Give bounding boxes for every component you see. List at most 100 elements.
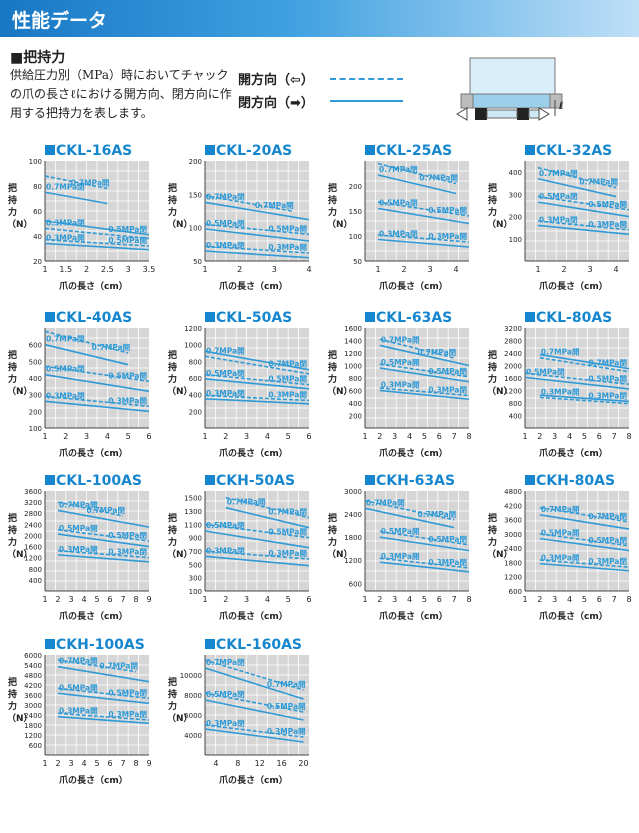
x-tick-label: 3 bbox=[552, 432, 557, 441]
series-line bbox=[379, 536, 470, 552]
x-tick-label: 1 bbox=[375, 265, 380, 274]
series-line bbox=[57, 659, 137, 673]
series-line bbox=[44, 191, 108, 205]
series-line bbox=[44, 365, 150, 383]
series-label: 0.7MPa閉 bbox=[268, 508, 307, 517]
series-line bbox=[44, 330, 129, 354]
x-tick-label: 2 bbox=[223, 595, 228, 604]
y-tick-label: 20 bbox=[33, 258, 42, 266]
header-bar: 性能データ bbox=[0, 0, 639, 37]
series-label: 0.5MPa閉 bbox=[588, 536, 627, 545]
series-line bbox=[44, 343, 129, 366]
chart-svg: 4 8 12 16 20 4000 6000 8000 10000 0.7MPa開 0.7MPa閉 0… bbox=[180, 655, 309, 768]
chart-svg: 1 2 3 4 5 6 7 8 9 400 800 1200 1600 2000 2400 2800 3200 3… bbox=[24, 488, 151, 604]
y-tick-label: 5400 bbox=[24, 662, 42, 670]
x-tick-label: 8 bbox=[466, 595, 471, 604]
series-label: 0.5MPa閉 bbox=[206, 690, 245, 699]
y-tick-label: 200 bbox=[189, 408, 202, 416]
x-tick-label: 8 bbox=[466, 432, 471, 441]
y-tick-label: 1600 bbox=[24, 544, 42, 552]
y-tick-label: 50 bbox=[353, 258, 362, 266]
y-tick-label: 400 bbox=[29, 375, 42, 383]
series-line bbox=[204, 378, 310, 390]
x-axis-label: 爪の長さ（cm） bbox=[539, 449, 608, 459]
x-tick-label: 5 bbox=[422, 432, 427, 441]
chart-title: CKL-20AS bbox=[205, 143, 292, 159]
y-tick-label: 100 bbox=[509, 236, 522, 244]
x-tick-label: 8 bbox=[235, 759, 240, 768]
y-tick-label: 4200 bbox=[504, 502, 522, 510]
legend-open-line bbox=[330, 78, 403, 80]
y-tick-label: 300 bbox=[29, 392, 42, 400]
y-tick-label: 800 bbox=[29, 566, 42, 574]
x-tick-label: 20 bbox=[298, 759, 308, 768]
x-tick-label: 9 bbox=[146, 759, 151, 768]
series-line bbox=[57, 533, 150, 548]
y-tick-label: 3200 bbox=[24, 499, 42, 507]
chart-title-text: CKL-16AS bbox=[56, 143, 133, 159]
x-tick-label: 8 bbox=[133, 759, 138, 768]
y-tick-label: 3200 bbox=[504, 325, 522, 333]
series-line bbox=[44, 175, 108, 190]
series-label: 0.5MPa閉 bbox=[206, 521, 245, 530]
y-tick-label: 500 bbox=[29, 358, 42, 366]
series-line bbox=[537, 224, 630, 236]
x-tick-label: 2.5 bbox=[101, 265, 114, 274]
series-label: 0.5MPa閉 bbox=[539, 192, 578, 201]
x-tick-label: 1 bbox=[202, 265, 207, 274]
chart-title: CKL-16AS bbox=[45, 143, 132, 159]
series-line bbox=[537, 166, 617, 189]
series-label: 0.7MPa開 bbox=[419, 174, 458, 183]
series-line bbox=[379, 387, 470, 397]
series-line bbox=[364, 507, 455, 529]
series-label: 0.5MPa閉 bbox=[46, 365, 85, 374]
x-tick-label: 3 bbox=[552, 595, 557, 604]
series-line bbox=[44, 227, 150, 240]
y-tick-label: 1600 bbox=[504, 375, 522, 383]
chart-title-text: CKL-160AS bbox=[216, 637, 302, 653]
x-tick-label: 4 bbox=[567, 595, 572, 604]
series-label: 0.3MPa閉 bbox=[206, 719, 245, 728]
series-line bbox=[204, 724, 304, 738]
y-tick-label: 40 bbox=[33, 233, 42, 241]
x-tick-label: 4 bbox=[105, 432, 110, 441]
series-label: 0.7MPa閉 bbox=[539, 169, 578, 178]
x-tick-label: 6 bbox=[107, 759, 112, 768]
chart-ckl-16as: CKL-16AS 把持力（N） 爪の長さ（cm） 1 1.5 2 2.5 3 3.5 20 40 60… bbox=[7, 143, 155, 293]
y-tick-label: 4800 bbox=[504, 488, 522, 496]
x-tick-label: 1 bbox=[202, 595, 207, 604]
chart-ckl-80as: CKL-80AS 把持力（N） 爪の長さ（cm） 1 2 3 4 5 6 7 8 400 800 1200… bbox=[487, 310, 635, 460]
chart-svg: 1 2 3 4 5 6 7 8 9 600 1200 1800 2400 3000 3600 4200 4800… bbox=[24, 652, 151, 768]
x-tick-label: 6 bbox=[146, 432, 151, 441]
x-axis-label: 爪の長さ（cm） bbox=[219, 612, 288, 622]
x-tick-label: 16 bbox=[277, 759, 287, 768]
y-tick-label: 4200 bbox=[24, 682, 42, 690]
series-line bbox=[57, 712, 150, 721]
x-tick-label: 4 bbox=[306, 265, 311, 274]
series-label: 0.3MPa開 bbox=[59, 707, 98, 716]
series-line bbox=[57, 715, 150, 725]
x-tick-label: 2 bbox=[401, 265, 406, 274]
x-tick-label: 2 bbox=[377, 595, 382, 604]
series-line bbox=[204, 659, 304, 691]
series-label: 0.5MPa閉 bbox=[108, 225, 147, 234]
x-axis-label: 爪の長さ（cm） bbox=[59, 449, 128, 459]
y-tick-label: 800 bbox=[189, 358, 202, 366]
y-tick-label: 10000 bbox=[180, 672, 202, 680]
title-square-icon bbox=[525, 145, 535, 155]
series-label: 0.3MPa開 bbox=[267, 727, 306, 736]
series-line bbox=[204, 555, 310, 567]
series-label: 0.7MPa閉 bbox=[99, 662, 138, 671]
series-label: 0.7MPa開 bbox=[366, 498, 405, 507]
chart-title-text: CKH-50AS bbox=[216, 473, 296, 489]
y-tick-label: 3600 bbox=[24, 692, 42, 700]
chart-title-text: CKL-25AS bbox=[376, 143, 453, 159]
x-tick-label: 4 bbox=[265, 595, 270, 604]
x-tick-label: 4 bbox=[453, 265, 458, 274]
y-tick-label: 3600 bbox=[24, 488, 42, 496]
y-tick-label: 80 bbox=[33, 183, 42, 191]
x-tick-label: 8 bbox=[626, 595, 631, 604]
series-line bbox=[377, 201, 470, 217]
x-axis-label: 爪の長さ（cm） bbox=[219, 282, 288, 292]
